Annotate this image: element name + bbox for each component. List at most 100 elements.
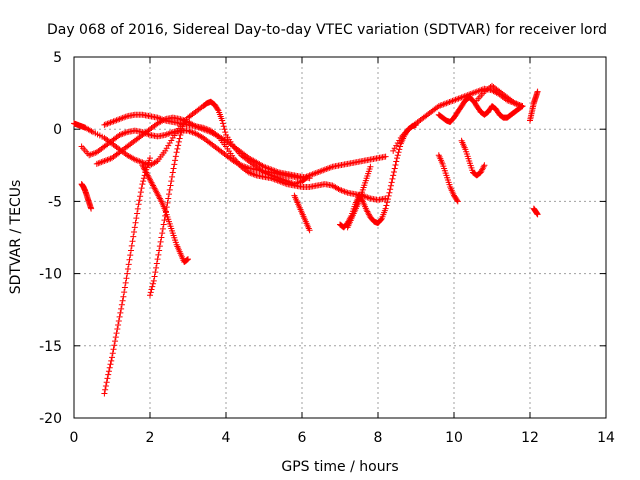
data-point [382, 153, 389, 160]
data-marks [71, 82, 541, 397]
data-point [177, 131, 184, 138]
x-tick-label: 10 [445, 430, 463, 446]
data-point [166, 191, 172, 198]
y-tick-label: -5 [48, 194, 62, 210]
data-point [387, 186, 394, 193]
data-point [115, 322, 122, 329]
y-tick-label: 5 [53, 50, 62, 66]
data-point [155, 251, 162, 258]
x-tick-label: 14 [597, 430, 615, 446]
data-point [120, 293, 127, 300]
data-point [131, 229, 138, 236]
data-point [134, 210, 141, 217]
data-point [534, 211, 541, 218]
data-point [184, 256, 191, 263]
data-point [137, 189, 144, 196]
series-track-14 [435, 152, 461, 205]
data-point [140, 175, 147, 182]
data-point [173, 149, 180, 156]
data-point [113, 330, 120, 337]
data-point [219, 117, 226, 124]
data-point [391, 165, 398, 172]
data-point [101, 390, 108, 397]
data-point [139, 181, 146, 188]
axis-ticks: 0 2 4 6 8 10 12 14 -20 -15 -10 -5 0 5 [39, 50, 615, 446]
data-point [140, 178, 147, 185]
data-point [137, 193, 144, 200]
data-point [221, 126, 228, 133]
series-track-15 [458, 137, 488, 179]
x-axis-label: GPS time / hours [281, 459, 398, 475]
data-point [156, 247, 163, 254]
data-point [175, 138, 182, 145]
data-point [171, 161, 178, 168]
data-point [132, 219, 139, 226]
data-point [150, 280, 157, 287]
data-point [386, 189, 393, 196]
data-point [164, 199, 171, 206]
data-point [131, 224, 138, 231]
data-point [136, 197, 143, 204]
y-tick-label: -10 [39, 267, 62, 283]
data-point [133, 215, 140, 222]
data-point [519, 103, 526, 110]
data-point [123, 275, 130, 282]
data-point [105, 371, 112, 378]
data-point [118, 301, 125, 308]
data-point [170, 165, 177, 172]
data-point [534, 88, 541, 95]
data-point [128, 242, 135, 249]
data-point [388, 179, 395, 186]
data-point [480, 163, 487, 170]
data-point [117, 309, 124, 316]
data-point [114, 326, 121, 333]
data-point [176, 135, 183, 142]
data-point [306, 227, 313, 234]
data-point [389, 175, 396, 182]
data-point [397, 143, 404, 150]
data-point [214, 106, 221, 113]
data-point [222, 129, 229, 136]
data-point [149, 283, 156, 290]
data-point [111, 342, 118, 349]
data-point [185, 256, 191, 263]
series-track-9 [291, 192, 313, 234]
data-point [154, 256, 161, 263]
data-point [88, 205, 95, 212]
x-tick-label: 0 [70, 430, 79, 446]
data-point [121, 289, 128, 296]
data-point [392, 162, 399, 169]
data-point [147, 292, 153, 299]
data-point [109, 354, 115, 361]
data-point [135, 201, 142, 208]
data-point [147, 289, 154, 296]
data-point [126, 256, 133, 263]
data-point [118, 305, 125, 312]
data-point [220, 123, 227, 130]
series-track-11 [344, 163, 374, 231]
data-point [116, 313, 123, 320]
x-tick-label: 6 [298, 430, 307, 446]
data-point [174, 145, 181, 152]
data-point [161, 217, 168, 224]
data-point [157, 238, 164, 245]
data-point [396, 146, 403, 153]
data-point [178, 129, 185, 136]
data-point [394, 152, 401, 159]
data-point [387, 182, 394, 189]
x-tick-label: 4 [222, 430, 231, 446]
data-point [105, 368, 112, 375]
data-point [306, 175, 313, 182]
data-point [127, 252, 134, 259]
data-point [179, 123, 186, 130]
data-point [110, 346, 117, 353]
data-point [151, 273, 158, 280]
data-point [124, 265, 131, 272]
data-point [165, 195, 172, 202]
data-point [119, 297, 126, 304]
data-point [129, 238, 136, 245]
data-point [104, 375, 111, 382]
data-point [128, 247, 134, 254]
data-point [159, 225, 166, 232]
